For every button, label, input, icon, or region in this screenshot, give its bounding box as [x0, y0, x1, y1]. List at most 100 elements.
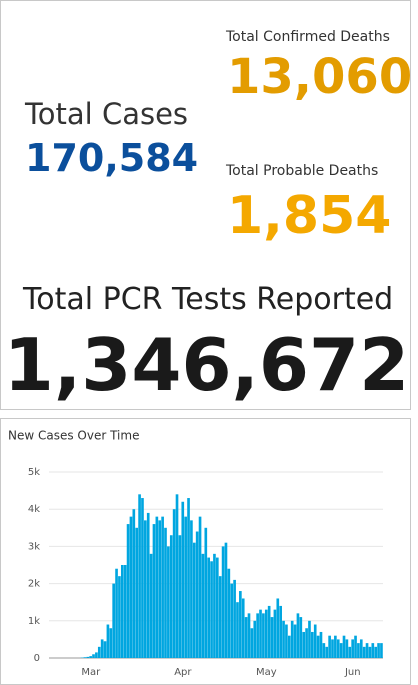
bar [210, 561, 213, 658]
stat-label: Total Cases [25, 97, 189, 131]
bar [267, 605, 271, 658]
bar [95, 652, 98, 658]
bar [359, 639, 363, 658]
bar [351, 639, 354, 658]
bar [192, 542, 196, 658]
x-tick-label: Apr [174, 667, 192, 678]
bar [285, 624, 288, 658]
bar [345, 639, 349, 658]
chart: New Cases Over Time 0 1k 2k 3k 4k 5k Mar Apr May… [8, 429, 383, 678]
bar [247, 613, 251, 658]
bar [201, 553, 205, 658]
bar [244, 617, 248, 658]
bar [241, 598, 245, 658]
bar [100, 639, 104, 658]
bar [141, 498, 144, 658]
x-tick-label: Mar [81, 667, 101, 678]
bar [227, 568, 231, 658]
chart-title: New Cases Over Time [8, 429, 139, 443]
bar [371, 643, 375, 658]
bar [221, 546, 225, 658]
bar [270, 617, 274, 658]
bar [149, 553, 153, 658]
bar [103, 641, 107, 658]
bar [302, 631, 306, 658]
bar [138, 494, 141, 658]
y-tick-label: 2k [28, 579, 40, 590]
bar [230, 583, 234, 658]
stat-label: Total Probable Deaths [226, 163, 379, 179]
bar [207, 557, 211, 658]
bar [331, 639, 334, 658]
bar [83, 657, 87, 658]
y-tick-label: 4k [28, 504, 40, 515]
bar [259, 609, 262, 658]
bar [144, 520, 147, 658]
bar [97, 646, 101, 658]
stat-value: 13,060 [227, 49, 413, 105]
bar [164, 527, 167, 658]
bar [282, 620, 285, 658]
bar [106, 624, 110, 658]
bar [158, 520, 162, 658]
bar [368, 646, 372, 658]
bar [342, 635, 346, 658]
bar [311, 631, 314, 658]
bar [135, 527, 139, 658]
bar [348, 646, 352, 658]
bar [305, 628, 308, 658]
bar [118, 576, 121, 658]
bar [308, 620, 311, 658]
bar [195, 531, 199, 658]
bar [322, 643, 326, 658]
bar [276, 598, 280, 658]
bar [328, 635, 331, 658]
bar [204, 527, 208, 658]
y-tick-label: 1k [28, 616, 40, 627]
bar [132, 509, 136, 658]
bar [161, 516, 164, 658]
bar [325, 646, 329, 658]
bar [279, 605, 282, 658]
bar [155, 516, 159, 658]
bar [262, 613, 265, 658]
stat-value: 1,854 [227, 186, 392, 246]
bar [92, 654, 95, 658]
bar [129, 516, 133, 658]
bar [250, 628, 254, 658]
bar [313, 624, 317, 658]
bar [236, 602, 239, 658]
bar [256, 613, 259, 658]
bar [175, 494, 179, 658]
bar [181, 501, 185, 658]
stats-panel: Total Confirmed Deaths 13,060 Total Case… [0, 0, 413, 410]
bar [190, 520, 193, 658]
bar [167, 546, 170, 658]
bar [357, 643, 360, 658]
bar [374, 646, 378, 658]
bar [316, 635, 320, 658]
bar [377, 643, 380, 658]
y-tick-label: 5k [28, 467, 40, 478]
bar [187, 498, 190, 658]
bar [253, 620, 257, 658]
bar [213, 553, 216, 658]
bar [299, 617, 303, 658]
y-tick-label: 3k [28, 541, 40, 552]
stat-label: Total PCR Tests Reported [23, 282, 394, 317]
bar [109, 628, 113, 658]
bar [146, 512, 150, 658]
bar [293, 624, 297, 658]
bar [86, 656, 90, 658]
bar [296, 613, 300, 658]
y-tick-label: 0 [34, 653, 40, 664]
bar [334, 635, 337, 658]
x-tick-label: Jun [344, 667, 361, 678]
bar [123, 565, 127, 658]
bar [172, 509, 176, 658]
bar [264, 609, 268, 658]
bar [380, 643, 383, 658]
bar [169, 535, 173, 658]
stat-label: Total Confirmed Deaths [226, 29, 390, 45]
